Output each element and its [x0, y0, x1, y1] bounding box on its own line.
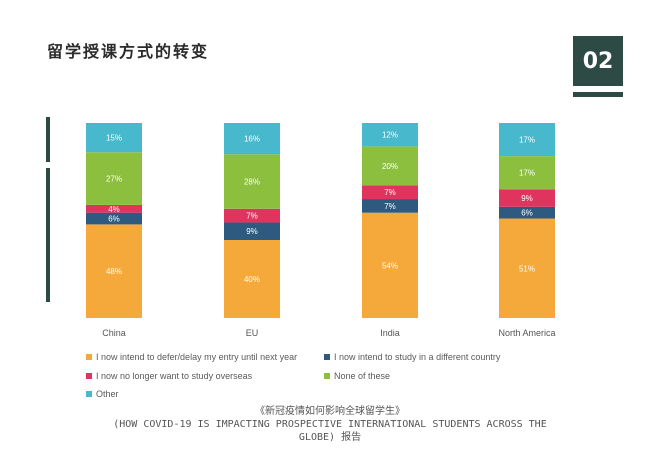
chart-legend: I now intend to defer/delay my entry unt… [86, 352, 566, 404]
legend-swatch-other [86, 391, 92, 397]
bar-segment-china-s0 [86, 224, 142, 318]
bar-segment-eu-s0 [224, 240, 280, 318]
legend-swatch-different-country [324, 354, 330, 360]
data-label-north-america-s4: 17% [519, 136, 535, 145]
caption-line-1: 《新冠疫情如何影响全球留学生》 [255, 406, 405, 417]
page-number-badge: 02 [573, 36, 623, 86]
bar-segment-india-s1 [362, 199, 418, 213]
category-label-india: India [380, 328, 400, 338]
legend-item-different-country: I now intend to study in a different cou… [324, 352, 500, 362]
page-badge-underline [573, 92, 623, 97]
slide-title: 留学授课方式的转变 [47, 42, 210, 61]
legend-label-no-longer: I now no longer want to study overseas [96, 371, 253, 381]
legend-label-different-country: I now intend to study in a different cou… [334, 352, 501, 362]
category-label-china: China [102, 328, 126, 338]
bar-segment-china-s2 [86, 204, 142, 213]
legend-item-other: Other [86, 389, 119, 399]
caption-line-2: (HOW COVID-19 IS IMPACTING PROSPECTIVE I… [113, 419, 547, 430]
data-label-north-america-s2: 9% [521, 194, 533, 203]
category-label-north-america: North America [498, 328, 555, 338]
bar-segment-north-america-s0 [499, 218, 555, 318]
data-label-india-s2: 7% [384, 188, 396, 197]
bar-segment-india-s4 [362, 123, 418, 147]
legend-label-other: Other [96, 389, 119, 399]
data-label-eu-s3: 28% [244, 178, 260, 187]
bar-segment-india-s3 [362, 146, 418, 186]
data-label-india-s4: 12% [382, 131, 398, 140]
legend-label-none: None of these [334, 371, 391, 381]
bar-segment-china-s1 [86, 212, 142, 225]
data-label-eu-s1: 9% [246, 227, 258, 236]
data-label-eu-s0: 40% [244, 275, 260, 284]
bar-segment-eu-s4 [224, 123, 280, 155]
data-label-china-s4: 15% [106, 134, 122, 143]
bar-segment-india-s0 [362, 212, 418, 318]
category-label-eu: EU [246, 328, 259, 338]
bar-segment-north-america-s4 [499, 123, 555, 157]
legend-item-none: None of these [324, 371, 390, 381]
legend-swatch-no-longer [86, 373, 92, 379]
data-label-north-america-s1: 6% [521, 209, 533, 218]
legend-item-no-longer: I now no longer want to study overseas [86, 371, 252, 381]
data-label-north-america-s0: 51% [519, 264, 535, 273]
bar-segment-north-america-s1 [499, 206, 555, 219]
data-label-eu-s2: 7% [246, 212, 258, 221]
bar-segment-eu-s3 [224, 154, 280, 209]
accent-bar-top [46, 117, 50, 162]
data-label-eu-s4: 16% [244, 135, 260, 144]
bar-segment-eu-s1 [224, 222, 280, 240]
data-label-china-s3: 27% [106, 175, 122, 184]
data-label-china-s1: 6% [108, 215, 120, 224]
bar-segment-china-s3 [86, 152, 142, 205]
data-label-india-s1: 7% [384, 202, 396, 211]
bar-segment-eu-s2 [224, 208, 280, 223]
legend-item-defer: I now intend to defer/delay my entry unt… [86, 352, 297, 362]
accent-bar-bottom [46, 168, 50, 302]
bar-segment-india-s2 [362, 185, 418, 200]
data-label-china-s2: 4% [108, 205, 120, 214]
legend-swatch-defer [86, 354, 92, 360]
legend-label-defer: I now intend to defer/delay my entry unt… [96, 352, 298, 362]
caption-line-3: GLOBE) 报告 [298, 432, 362, 443]
bar-segment-north-america-s2 [499, 189, 555, 207]
bar-segment-china-s4 [86, 123, 142, 153]
data-label-china-s0: 48% [106, 267, 122, 276]
data-label-india-s3: 20% [382, 162, 398, 171]
stacked-bar-chart: 48%6%4%27%15%China40%9%7%28%16%EU54%7%7%… [86, 123, 556, 338]
source-caption: 《新冠疫情如何影响全球留学生》 (HOW COVID-19 IS IMPACTI… [60, 405, 600, 444]
data-label-india-s0: 54% [382, 261, 398, 270]
legend-swatch-none [324, 373, 330, 379]
bar-segment-north-america-s3 [499, 156, 555, 190]
data-label-north-america-s3: 17% [519, 169, 535, 178]
